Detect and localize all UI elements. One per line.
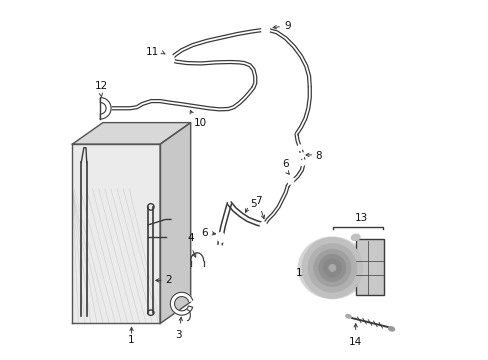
Circle shape <box>307 243 356 292</box>
Polygon shape <box>72 123 190 144</box>
Ellipse shape <box>299 160 306 166</box>
Text: 12: 12 <box>94 81 107 91</box>
Circle shape <box>323 259 341 277</box>
Ellipse shape <box>298 153 305 158</box>
Ellipse shape <box>167 55 174 64</box>
Circle shape <box>301 237 362 298</box>
Polygon shape <box>72 144 160 323</box>
Ellipse shape <box>217 232 224 242</box>
Ellipse shape <box>345 314 350 318</box>
Polygon shape <box>100 98 111 119</box>
Text: 8: 8 <box>315 150 322 161</box>
Text: 13: 13 <box>354 213 367 223</box>
Text: 9: 9 <box>284 21 290 31</box>
Text: 7: 7 <box>255 196 262 206</box>
Ellipse shape <box>296 145 303 150</box>
Text: 5: 5 <box>250 199 256 209</box>
Text: 15: 15 <box>295 268 308 278</box>
Text: 6: 6 <box>282 159 288 169</box>
Circle shape <box>328 264 335 271</box>
Text: 14: 14 <box>347 337 361 347</box>
Ellipse shape <box>298 237 366 298</box>
Text: 11: 11 <box>146 46 159 57</box>
Circle shape <box>318 254 346 282</box>
Text: 3: 3 <box>175 330 182 340</box>
Text: 6: 6 <box>201 228 207 238</box>
Text: 2: 2 <box>165 275 172 285</box>
Circle shape <box>313 249 350 287</box>
Text: 10: 10 <box>194 118 207 128</box>
Ellipse shape <box>286 176 293 184</box>
Ellipse shape <box>260 222 266 230</box>
Polygon shape <box>160 123 190 323</box>
Text: 1: 1 <box>128 334 135 345</box>
Text: 4: 4 <box>187 234 194 243</box>
Polygon shape <box>170 292 192 315</box>
Bar <box>355 239 384 295</box>
Ellipse shape <box>387 327 394 331</box>
Ellipse shape <box>350 234 359 240</box>
Ellipse shape <box>261 25 269 36</box>
